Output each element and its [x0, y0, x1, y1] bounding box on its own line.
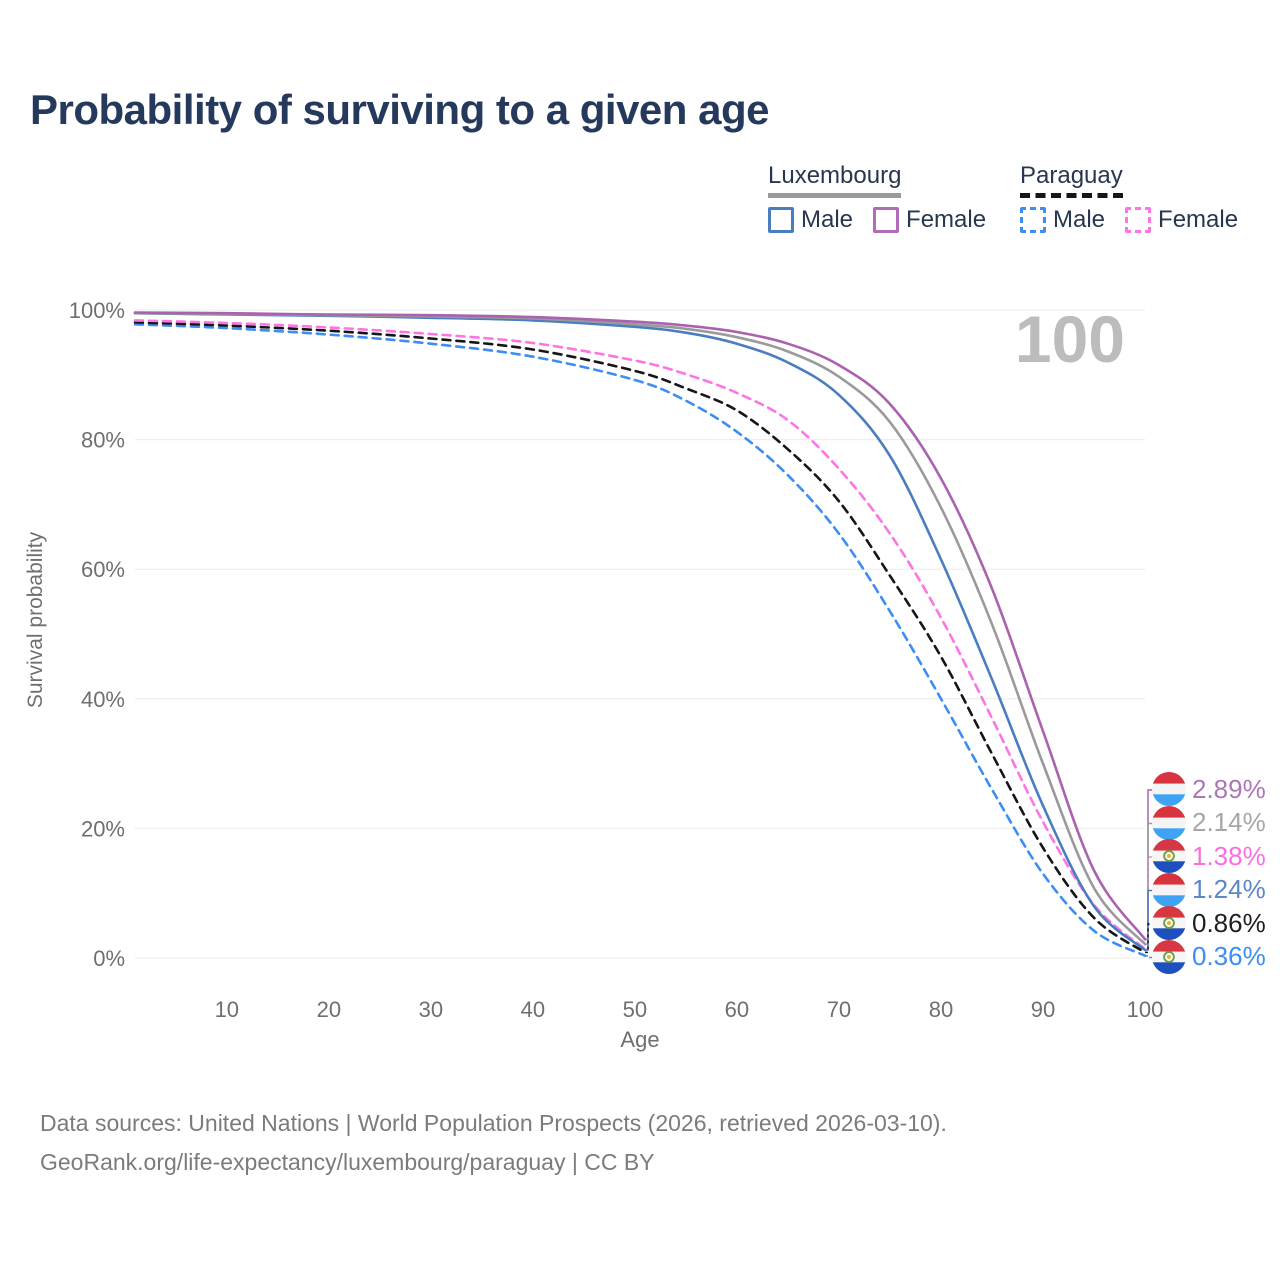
series-line-luxembourg-female [133, 311, 1147, 941]
legend-item-label: Female [1158, 206, 1239, 233]
paraguay-male-swatch-icon [1020, 207, 1046, 233]
y-tick-label: 80% [81, 428, 125, 453]
page-title: Probability of surviving to a given age [30, 86, 769, 133]
x-axis-title: Age [620, 1027, 659, 1052]
legend-group-paraguay: Paraguay Male Female [1020, 162, 1238, 234]
x-tick-label: 10 [215, 997, 239, 1022]
end-label-connector [1145, 954, 1153, 959]
legend-item-paraguay-male[interactable]: Male [1020, 206, 1105, 234]
x-tick-label: 80 [929, 997, 953, 1022]
end-label-connector [1145, 923, 1153, 954]
legend-item-label: Male [801, 206, 854, 233]
x-tick-label: 60 [725, 997, 749, 1022]
attribution-link[interactable]: GeoRank.org/life-expectancy/luxembourg/p… [40, 1149, 655, 1175]
paraguay-female-swatch-icon [1125, 207, 1152, 233]
x-tick-label: 90 [1031, 997, 1055, 1022]
x-tick-label: 100 [1127, 997, 1164, 1022]
footer: Data sources: United Nations | World Pop… [40, 1104, 947, 1182]
legend-header-paraguay[interactable]: Paraguay [1020, 162, 1123, 198]
series-line-paraguay-female [133, 319, 1147, 951]
legend-group-luxembourg: Luxembourg Male Female [768, 162, 986, 234]
y-tick-label: 0% [93, 946, 125, 971]
series-line-paraguay-male [133, 323, 1147, 957]
x-tick-label: 50 [623, 997, 647, 1022]
series-line-luxembourg [133, 311, 1147, 946]
y-axis-title: Survival probability [24, 531, 47, 708]
end-label-connector [1145, 856, 1153, 950]
end-label-connector [1145, 789, 1153, 941]
legend-item-luxembourg-female[interactable]: Female [873, 206, 986, 234]
data-sources-text: Data sources: United Nations | World Pop… [40, 1110, 947, 1136]
x-tick-label: 20 [317, 997, 341, 1022]
legend-item-paraguay-female[interactable]: Female [1125, 206, 1238, 234]
end-label-connector [1145, 822, 1153, 945]
series-line-paraguay [133, 321, 1147, 954]
y-tick-label: 60% [81, 557, 125, 582]
x-tick-label: 30 [419, 997, 443, 1022]
legend-item-label: Female [906, 206, 987, 233]
y-tick-label: 20% [81, 816, 125, 841]
luxembourg-female-swatch-icon [873, 207, 900, 233]
legend-header-luxembourg[interactable]: Luxembourg [768, 162, 902, 198]
legend-row-paraguay: Male Female [1020, 206, 1238, 234]
luxembourg-male-swatch-icon [768, 207, 794, 233]
legend-item-luxembourg-male[interactable]: Male [768, 206, 853, 234]
x-tick-label: 70 [827, 997, 851, 1022]
y-tick-label: 100% [69, 298, 125, 323]
legend-row-luxembourg: Male Female [768, 206, 986, 234]
legend-item-label: Male [1053, 206, 1106, 233]
watermark-100: 100 [1015, 302, 1125, 376]
end-label-connector [1145, 889, 1153, 951]
y-tick-label: 40% [81, 687, 125, 712]
x-tick-label: 40 [521, 997, 545, 1022]
